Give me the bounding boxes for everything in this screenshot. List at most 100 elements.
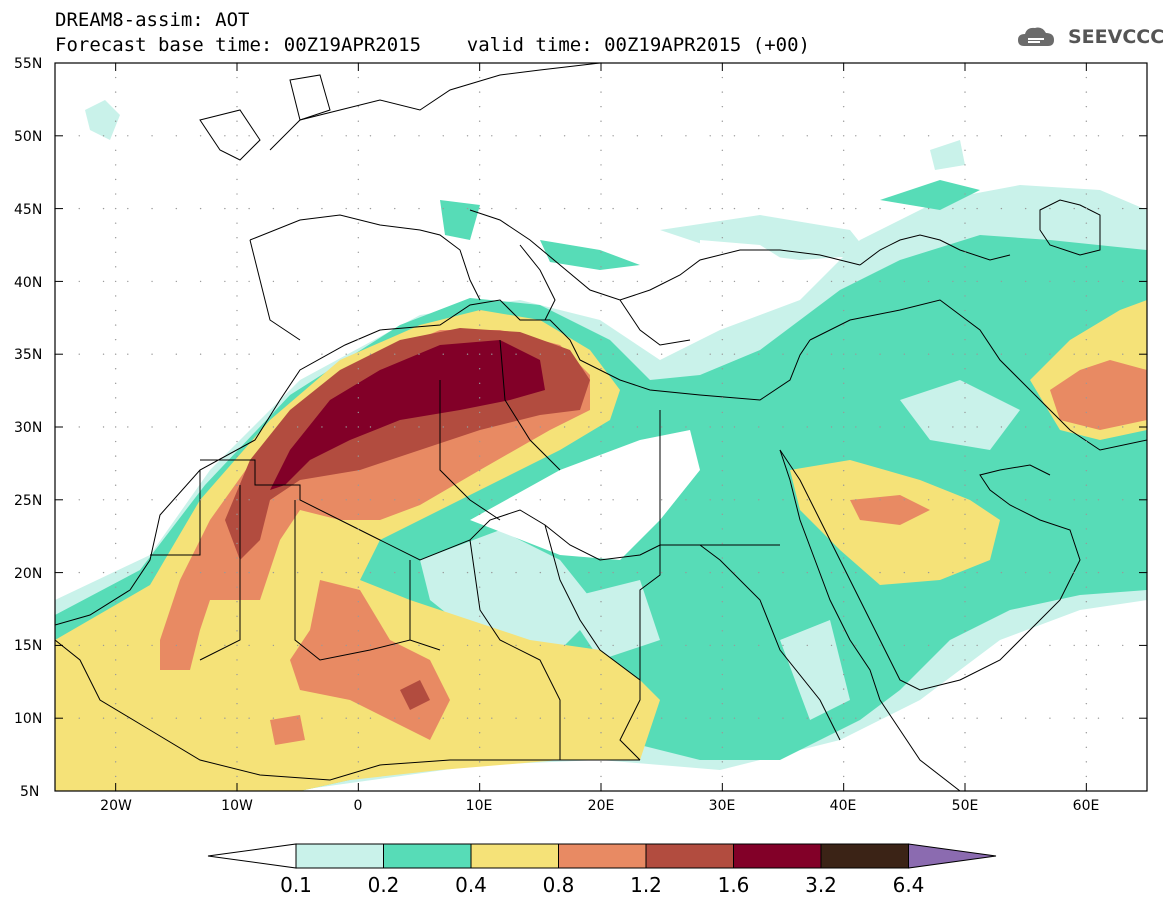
grid-dot [102,644,105,647]
grid-dot [357,266,360,268]
grid-dot [636,499,639,501]
grid-dot [685,207,687,210]
grid-dot [1122,499,1124,501]
grid-dot [272,499,275,501]
grid-dot [114,397,117,399]
grid-dot [733,717,736,719]
grid-dot [296,280,299,283]
grid-dot [539,499,542,501]
grid-dot [600,295,602,297]
grid-dot [952,280,954,283]
grid-dot [478,746,481,749]
grid-dot [114,455,117,457]
grid-dot [709,571,711,574]
grid-dot [478,164,481,166]
grid-dot [114,601,117,603]
grid-dot [466,135,469,137]
grid-dot [636,644,639,647]
grid-dot [114,251,117,253]
grid-dot [357,484,360,486]
grid-dot [1085,542,1088,545]
grid-dot [114,484,117,486]
grid-dot [345,426,347,428]
grid-dot [1097,571,1100,574]
grid-dot [952,499,954,501]
grid-dot [478,732,481,734]
grid-dot [636,280,639,283]
grid-dot [964,717,966,719]
grid-dot [1085,746,1088,749]
grid-dot [1097,353,1100,355]
grid-dot [612,644,614,647]
grid-dot [1085,353,1088,355]
grid-dot [357,135,360,137]
grid-dot [964,222,966,224]
grid-dot [600,280,602,283]
grid-dot [721,644,724,647]
grid-dot [1073,280,1075,283]
grid-dot [976,426,978,428]
grid-dot [236,440,238,443]
grid-dot [964,484,966,486]
grid-dot [964,513,966,516]
grid-dot [272,571,275,574]
grid-dot [272,207,275,210]
grid-dot [842,673,845,676]
grid-dot [879,426,881,428]
grid-dot [236,528,238,530]
grid-dot [879,280,881,283]
grid-dot [964,207,966,210]
lon-label: 50E [952,798,979,814]
grid-dot [964,732,966,734]
grid-dot [102,571,105,574]
grid-dot [964,105,966,108]
grid-dot [345,717,347,719]
grid-dot [114,353,117,355]
grid-dot [964,324,966,326]
grid-dot [175,280,178,283]
grid-dot [1000,571,1003,574]
grid-dot [806,207,808,210]
grid-dot [964,440,966,443]
colorbar-label: 0.8 [543,873,575,897]
grid-dot [1122,426,1124,428]
grid-dot [855,426,857,428]
grid-dot [842,775,845,778]
grid-dot [199,135,202,137]
grid-dot [1085,426,1088,428]
grid-dot [1024,135,1027,137]
grid-dot [1122,353,1124,355]
grid-dot [224,499,226,501]
grid-dot [1073,571,1075,574]
grid-dot [964,601,966,603]
grid-dot [600,586,602,588]
grid-dot [357,382,360,385]
grid-dot [842,295,845,297]
grid-dot [236,309,238,312]
grid-dot [842,601,845,603]
grid-dot [1097,499,1100,501]
grid-dot [964,499,966,501]
lon-label: 30E [709,798,736,814]
colorbar [207,843,997,869]
grid-dot [976,353,978,355]
grid-dot [685,571,687,574]
grid-dot [248,571,250,574]
grid-dot [1049,426,1051,428]
grid-dot [236,237,238,239]
grid-dot [478,659,481,661]
colorbar-labels: 0.1 0.2 0.4 0.8 1.2 1.6 3.2 6.4 [280,873,924,897]
grid-dot [1085,207,1088,210]
grid-dot [1049,207,1051,210]
grid-dot [842,193,845,195]
grid-dot [321,207,323,210]
colorbar-swatch [820,843,909,869]
grid-dot [721,397,724,399]
grid-dot [491,426,493,428]
grid-dot [721,513,724,516]
grid-dot [369,426,372,428]
grid-dot [733,499,736,501]
grid-dot [539,207,542,210]
grid-dot [600,120,602,122]
grid-dot [842,105,845,108]
